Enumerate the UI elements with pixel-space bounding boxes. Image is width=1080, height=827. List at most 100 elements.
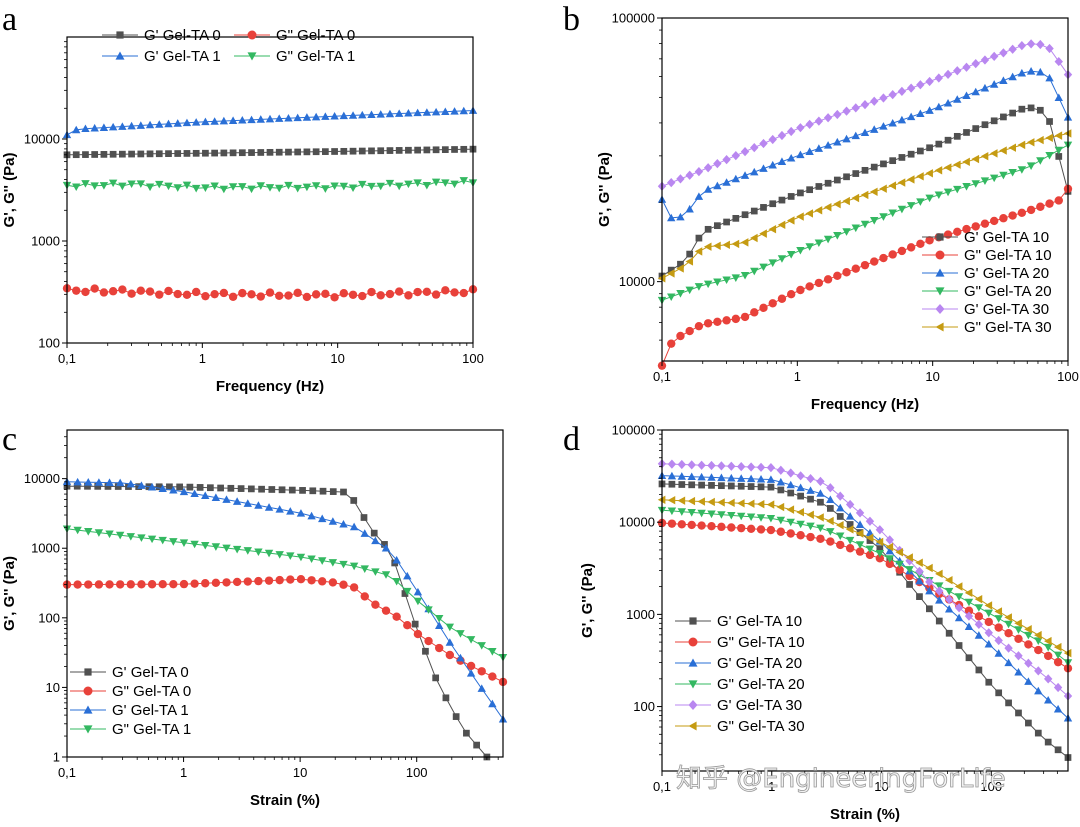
series-0 [63,145,477,159]
data-point [766,525,776,535]
data-point [741,211,749,219]
data-point [796,246,805,255]
data-point [707,522,716,531]
data-point [722,316,731,325]
y-axis-label: G', G'' (Pa) [1,556,18,631]
data-point [158,580,167,589]
data-point [191,118,201,126]
data-point [1024,658,1033,668]
data-point [328,559,338,567]
data-point [860,260,870,270]
data-point [746,499,755,508]
data-point [888,181,897,190]
data-point [944,594,954,605]
data-point [137,150,145,158]
data-point [697,460,706,470]
data-point [90,123,99,132]
data-point [477,684,486,692]
data-point [394,182,404,191]
data-point [422,647,429,655]
data-point [876,545,884,552]
data-point [201,491,210,500]
legend: G' Gel-TA 0 G" Gel-TA 0 G' Gel-TA 1 G" Gel-… [102,27,355,65]
x-tick-label: 100 [980,779,1002,794]
data-point [1046,118,1053,125]
data-point [971,87,980,96]
data-point [905,556,914,566]
data-point [677,508,687,516]
data-point [737,499,745,508]
data-point [265,288,275,297]
data-point [776,465,786,475]
data-point [104,483,112,490]
data-point [925,106,934,114]
data-point [935,586,944,596]
series-5 [657,495,1072,658]
data-point [826,528,835,536]
data-point [237,485,245,492]
data-point [72,125,81,134]
data-point [1045,73,1054,82]
data-point [466,669,476,677]
data-point [127,121,136,130]
data-point [137,481,146,489]
data-point [73,526,82,535]
data-point [980,83,990,92]
data-point [136,180,146,188]
data-point [459,288,468,298]
data-point [865,533,874,542]
data-point [965,654,973,662]
data-point [916,239,925,249]
data-point [926,144,933,152]
legend-marker [115,51,125,60]
data-point [126,533,136,541]
data-point [875,550,885,558]
legend-label: G' Gel-TA 1 [144,48,221,65]
data-point [980,55,990,65]
data-point [806,522,815,531]
data-point [100,151,108,158]
data-point [211,578,221,588]
data-point [1034,645,1043,655]
data-point [1054,146,1063,155]
data-point [147,535,157,544]
data-point [740,312,750,322]
data-point [786,518,795,527]
data-point [740,146,750,157]
data-point [713,159,722,169]
data-point [746,474,756,483]
data-point [962,91,971,100]
data-point [441,179,450,187]
data-point [954,603,964,613]
data-point [219,185,229,194]
data-point [870,96,879,106]
legend-item: G" Gel-TA 10 [675,634,805,651]
data-point [727,523,736,532]
data-point [1036,67,1045,76]
data-point [999,214,1008,223]
legend-label: G' Gel-TA 30 [964,301,1049,318]
data-point [685,204,694,213]
data-point [926,605,933,613]
data-point [284,113,293,122]
data-point [916,172,924,181]
data-point [737,482,745,490]
data-point [717,511,726,519]
data-point [115,531,125,540]
plot-frame [66,429,504,758]
data-point [328,578,338,587]
y-tick-label: 1000 [31,234,60,249]
data-point [843,173,850,181]
data-point [81,124,90,133]
data-point [687,520,696,530]
data-point [222,578,231,587]
data-point [717,522,726,532]
data-point [694,321,704,331]
legend-label: G" Gel-TA 20 [964,283,1052,300]
data-point [155,150,163,158]
data-point [717,473,726,482]
data-point [442,694,450,702]
data-point [191,287,201,297]
data-point [916,109,925,118]
data-point [805,282,814,291]
